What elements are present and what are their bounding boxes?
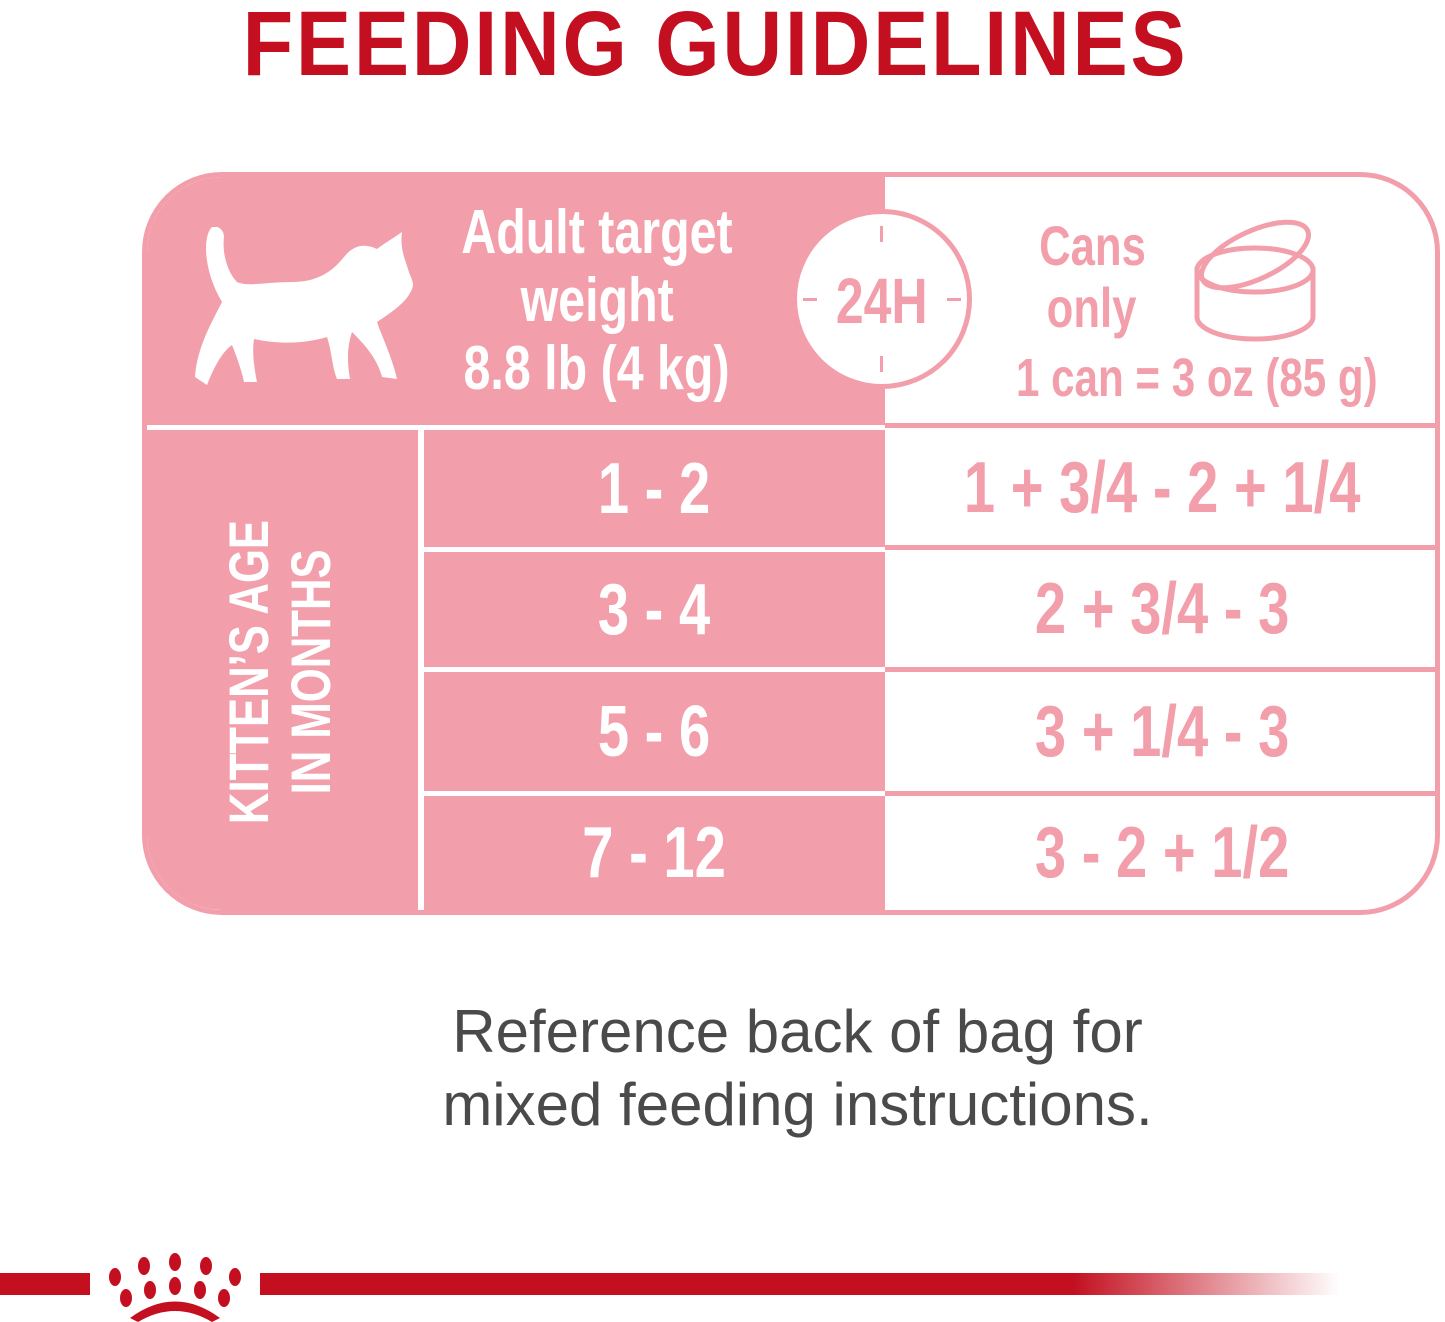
food-line: only — [1047, 276, 1137, 339]
divider — [424, 667, 885, 672]
brand-bar — [0, 1273, 1340, 1295]
note-line: Reference back of bag for — [452, 998, 1143, 1065]
age-value: 7 - 12 — [582, 813, 727, 893]
cans-value: 3 + 1/4 - 3 — [1035, 691, 1290, 772]
page-title: FEEDING GUIDELINES — [242, 0, 1189, 95]
note-line: mixed feeding instructions. — [442, 1071, 1153, 1138]
cans-cell: 3 - 2 + 1/2 — [885, 796, 1435, 910]
cans-cell: 2 + 3/4 - 3 — [885, 550, 1435, 667]
can-size-text: 1 can = 3 oz (85 g) — [1016, 348, 1378, 408]
age-cell: 5 - 6 — [424, 672, 885, 791]
age-cell: 1 - 2 — [424, 430, 885, 547]
mixed-feeding-note: Reference back of bag for mixed feeding … — [0, 995, 1445, 1141]
age-value: 5 - 6 — [598, 691, 711, 772]
cans-cell: 1 + 3/4 - 2 + 1/4 — [885, 430, 1435, 545]
food-line: Cans — [1038, 214, 1146, 277]
target-line: 8.8 lb (4 kg) — [463, 334, 731, 403]
age-axis-label: KITTEN’S AGE IN MONTHS — [217, 472, 348, 872]
kitten-silhouette-icon — [195, 227, 413, 385]
age-value: 1 - 2 — [598, 448, 711, 529]
divider — [885, 667, 1435, 672]
divider — [424, 547, 885, 552]
age-label-line: IN MONTHS — [279, 549, 342, 795]
cans-cell: 3 + 1/4 - 3 — [885, 672, 1435, 791]
can-size: 1 can = 3 oz (85 g) — [947, 347, 1435, 409]
period-label: 24H — [797, 264, 967, 338]
divider — [885, 791, 1435, 796]
food-type: Cans only — [982, 215, 1202, 339]
cans-value: 3 - 2 + 1/2 — [1035, 813, 1290, 893]
divider — [885, 423, 1435, 428]
royal-crown-logo — [90, 1240, 260, 1322]
adult-target-weight: Adult target weight 8.8 lb (4 kg) — [407, 199, 787, 403]
target-line: Adult target — [461, 198, 733, 267]
cans-value: 1 + 3/4 - 2 + 1/4 — [964, 447, 1361, 528]
cans-value: 2 + 3/4 - 3 — [1035, 568, 1290, 649]
target-line: weight — [520, 266, 674, 335]
age-cell: 3 - 4 — [424, 552, 885, 667]
divider — [147, 425, 885, 430]
feeding-table: Adult target weight 8.8 lb (4 kg) Cans o… — [142, 172, 1440, 915]
period-text: 24H — [836, 265, 928, 337]
divider — [885, 545, 1435, 550]
age-label-line: KITTEN’S AGE — [217, 519, 280, 825]
clock-icon: 24H — [792, 209, 972, 389]
age-cell: 7 - 12 — [424, 796, 885, 910]
age-value: 3 - 4 — [598, 569, 711, 650]
can-icon — [1194, 219, 1316, 342]
divider — [418, 427, 424, 910]
divider — [424, 791, 885, 796]
